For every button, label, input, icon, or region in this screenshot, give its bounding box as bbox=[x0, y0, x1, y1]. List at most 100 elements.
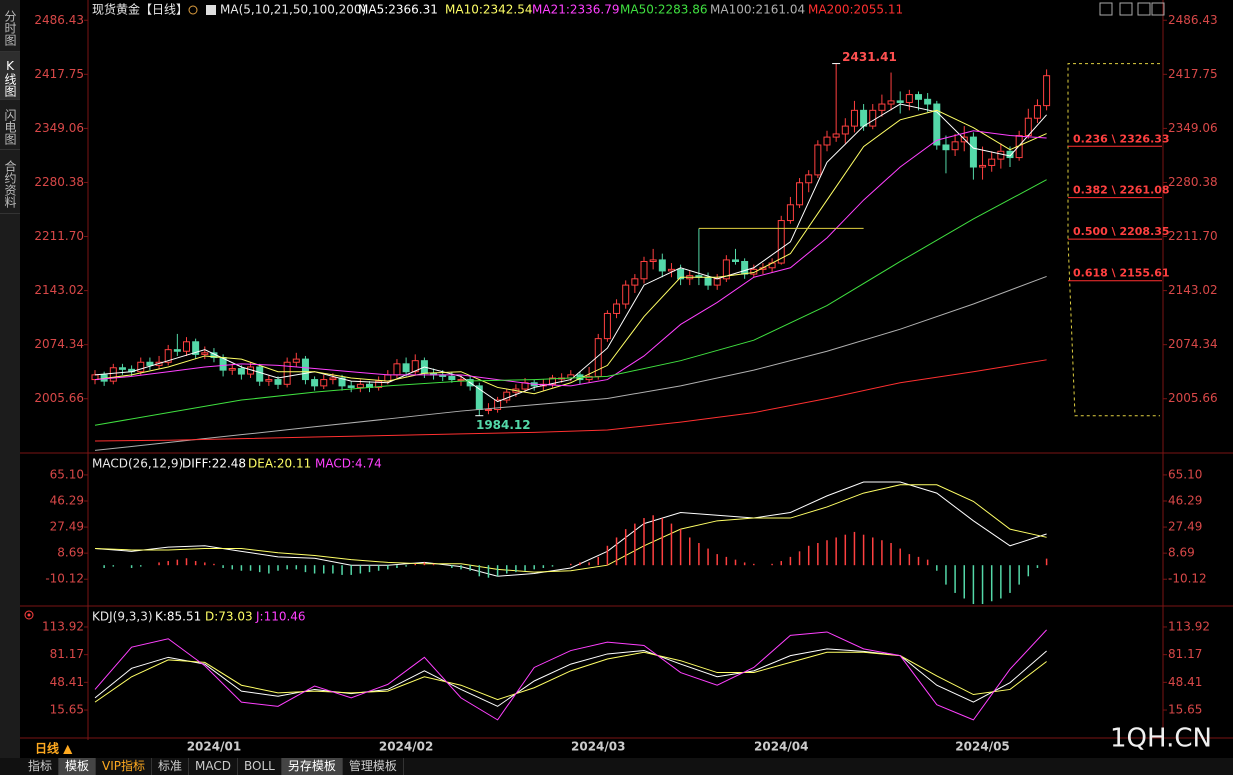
y-tick-label: 2074.34 bbox=[1168, 337, 1218, 351]
candle-body bbox=[118, 367, 126, 370]
tab[interactable]: 另存模板 bbox=[281, 758, 343, 775]
tab[interactable]: BOLL bbox=[238, 758, 282, 775]
icon bbox=[27, 613, 31, 617]
fib-box bbox=[1067, 63, 1160, 417]
line bbox=[94, 109, 1047, 395]
line bbox=[94, 481, 1047, 577]
candle-body bbox=[814, 144, 822, 176]
candle-body bbox=[750, 268, 758, 275]
icon[interactable] bbox=[24, 610, 34, 620]
candle-body bbox=[1033, 105, 1041, 119]
y-tick-label: 2349.06 bbox=[1168, 121, 1218, 135]
candle-body bbox=[915, 94, 922, 100]
period-label[interactable]: 日线 ▲ bbox=[35, 741, 73, 756]
tab[interactable]: 管理模板 bbox=[343, 758, 404, 775]
button[interactable] bbox=[1119, 2, 1133, 16]
candle-body bbox=[137, 361, 145, 373]
x-tick-label: 2024/04 bbox=[754, 740, 808, 754]
y-tick-label: 65.10 bbox=[50, 467, 84, 481]
candle-body bbox=[173, 349, 181, 352]
y-tick-label: 15.65 bbox=[50, 703, 84, 717]
candle-body bbox=[484, 408, 492, 411]
button[interactable] bbox=[1151, 2, 1165, 16]
x-tick-label: 2024/03 bbox=[571, 740, 625, 754]
candle-body bbox=[274, 379, 282, 385]
side-tab[interactable]: K线图 bbox=[0, 52, 20, 100]
candle-body bbox=[878, 103, 886, 111]
candle-body bbox=[311, 379, 319, 387]
y-tick-label: 113.92 bbox=[1168, 619, 1210, 633]
x-tick-label: 2024/05 bbox=[955, 740, 1009, 754]
candle-body bbox=[402, 363, 410, 373]
candle-body bbox=[613, 303, 621, 314]
tab[interactable]: 标准 bbox=[152, 758, 190, 775]
candle-body bbox=[979, 164, 987, 168]
candle-body bbox=[320, 379, 328, 387]
candle-body bbox=[649, 259, 657, 262]
line bbox=[94, 275, 1047, 451]
y-tick-label: 46.29 bbox=[1168, 494, 1202, 508]
x-tick-label: 2024/02 bbox=[379, 740, 433, 754]
legend-entry: MA100:2161.04 bbox=[710, 3, 805, 17]
y-tick-label: 8.69 bbox=[57, 546, 84, 560]
line bbox=[94, 629, 1047, 721]
tab[interactable]: VIP指标 bbox=[96, 758, 153, 775]
candle-body bbox=[732, 259, 739, 262]
candle-body bbox=[448, 375, 456, 381]
candle-body bbox=[677, 268, 685, 280]
legend-entry: D:73.03 bbox=[205, 610, 253, 624]
candle-body bbox=[777, 220, 785, 264]
candle-body bbox=[283, 361, 291, 385]
side-tab[interactable]: 分时图 bbox=[0, 0, 20, 52]
button[interactable] bbox=[1137, 2, 1151, 16]
candle-body bbox=[951, 141, 959, 151]
annotation: 1984.12 bbox=[476, 418, 531, 432]
legend-entry: DIFF:22.48 bbox=[182, 457, 246, 471]
candle-body bbox=[329, 377, 337, 381]
candle-body bbox=[924, 98, 932, 105]
candle-body bbox=[109, 367, 117, 382]
candle-body bbox=[292, 358, 300, 363]
candle-body bbox=[1043, 75, 1051, 107]
y-tick-label: 2211.70 bbox=[1168, 229, 1218, 243]
x-tick-label: 2024/01 bbox=[187, 740, 241, 754]
fib-label: 0.618 \ 2155.61 bbox=[1073, 267, 1170, 280]
legend-entry: J:110.46 bbox=[255, 610, 306, 624]
candle-body bbox=[988, 158, 996, 166]
y-tick-label: 2143.02 bbox=[34, 283, 84, 297]
y-tick-label: 2349.06 bbox=[34, 121, 84, 135]
y-tick-label: -10.12 bbox=[45, 572, 84, 586]
y-tick-label: 15.65 bbox=[1168, 703, 1202, 717]
legend-entry: MA200:2055.11 bbox=[808, 3, 903, 17]
candle-body bbox=[631, 278, 639, 286]
candle-body bbox=[869, 109, 877, 127]
y-tick-label: 2143.02 bbox=[1168, 283, 1218, 297]
tab[interactable]: 指标 bbox=[0, 758, 60, 775]
button[interactable] bbox=[1099, 2, 1113, 16]
candle-body bbox=[356, 383, 364, 388]
candle-body bbox=[192, 341, 200, 355]
y-tick-label: 27.49 bbox=[1168, 520, 1202, 534]
y-tick-label: 2486.43 bbox=[34, 13, 84, 27]
candle-body bbox=[1006, 150, 1014, 159]
side-tab[interactable]: 闪电图 bbox=[0, 100, 20, 150]
tab[interactable]: 模板 bbox=[59, 758, 97, 775]
icon[interactable] bbox=[188, 5, 198, 15]
candle-body bbox=[411, 360, 419, 373]
tab[interactable]: MACD bbox=[189, 758, 239, 775]
candle-body bbox=[585, 375, 593, 381]
candle-body bbox=[969, 136, 977, 168]
legend-entry: MA21:2336.79 bbox=[532, 3, 620, 17]
candle-body bbox=[841, 125, 849, 135]
candle-body bbox=[942, 144, 950, 151]
icon[interactable] bbox=[206, 5, 216, 15]
legend-entry: DEA:20.11 bbox=[248, 457, 311, 471]
candle-body bbox=[905, 94, 913, 103]
candle-body bbox=[228, 368, 236, 371]
window-buttons[interactable] bbox=[1099, 2, 1165, 16]
candle-body bbox=[375, 380, 383, 388]
candle-body bbox=[704, 276, 712, 286]
y-tick-label: 2211.70 bbox=[34, 229, 84, 243]
side-tab[interactable]: 合约资料 bbox=[0, 150, 20, 214]
